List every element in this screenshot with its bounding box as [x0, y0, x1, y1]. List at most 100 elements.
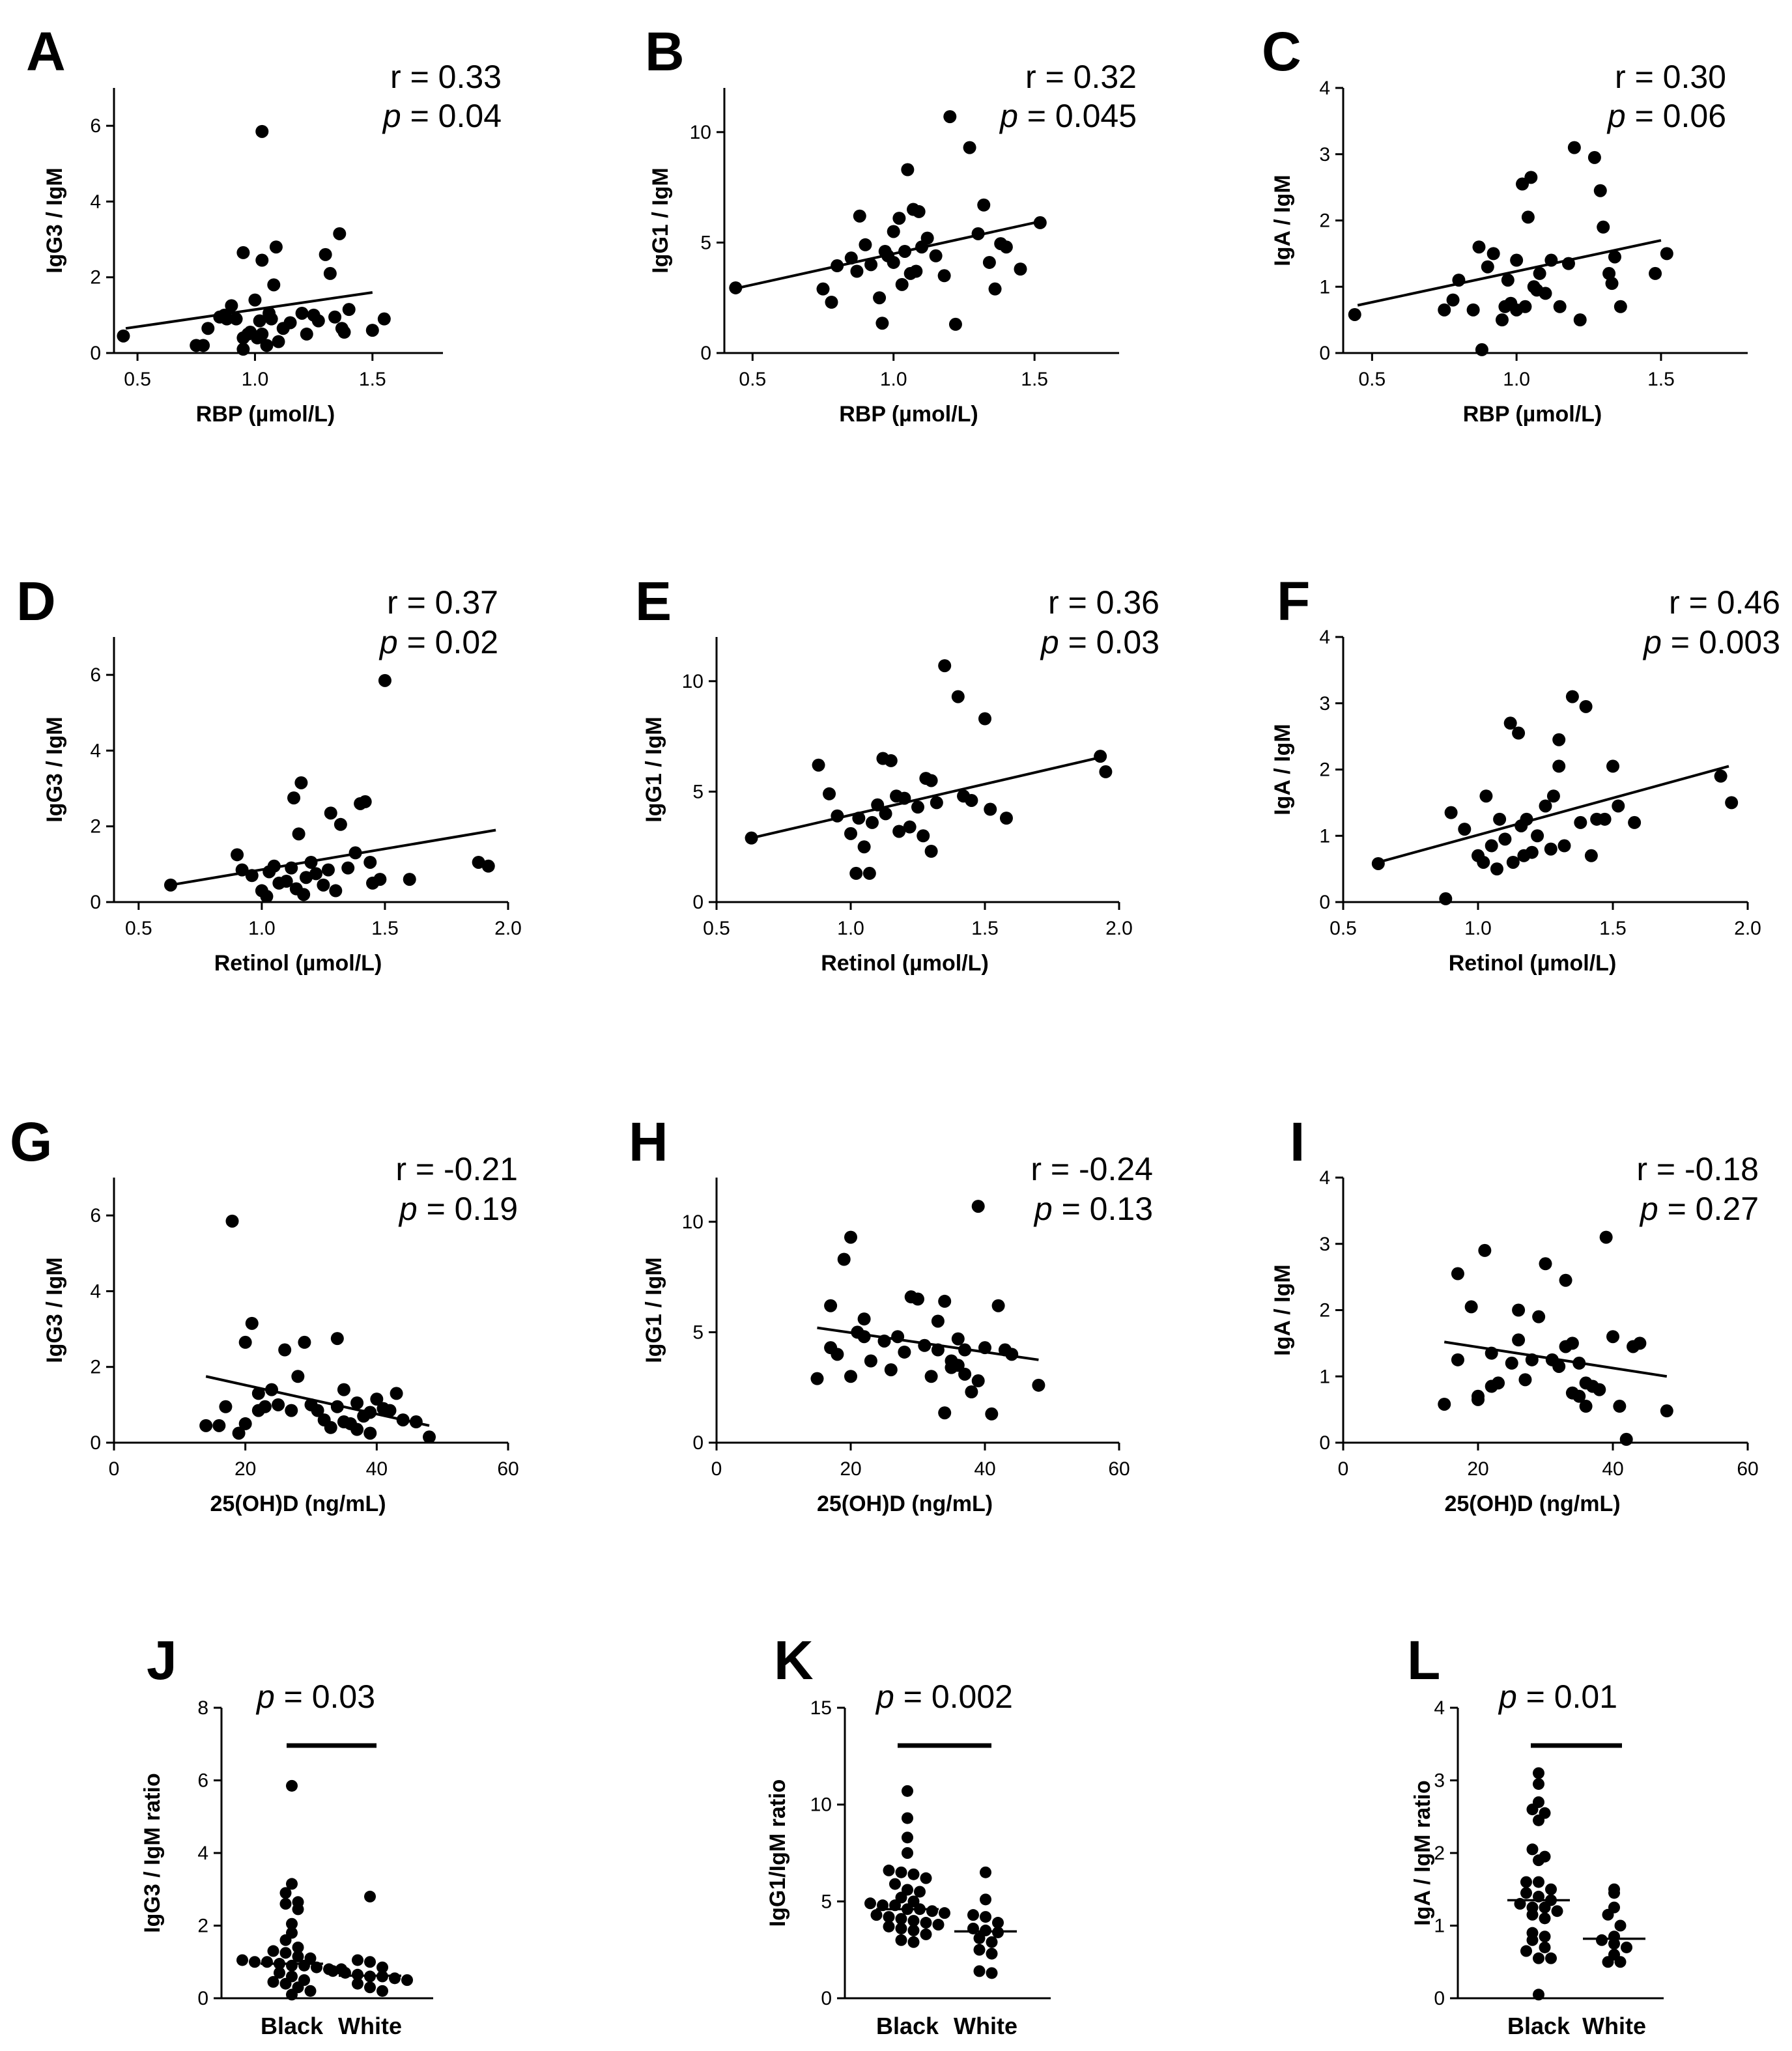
data-point	[260, 890, 274, 903]
data-point	[920, 1872, 932, 1884]
data-point	[1525, 845, 1539, 859]
data-point	[245, 1316, 259, 1330]
data-point	[1539, 1850, 1551, 1863]
data-point	[265, 1383, 278, 1396]
panel-letter: C	[1262, 21, 1301, 82]
y-tick-label: 0	[90, 1432, 101, 1454]
data-point	[924, 844, 938, 858]
y-tick-label: 1	[1434, 1916, 1445, 1937]
data-point	[286, 1927, 298, 1939]
data-point	[1553, 300, 1567, 313]
data-point	[911, 1292, 924, 1306]
data-point	[286, 1878, 298, 1890]
x-tick-label: 0.5	[703, 918, 730, 939]
data-point	[238, 1417, 252, 1430]
data-point	[871, 798, 885, 812]
data-point	[999, 240, 1013, 254]
stat-p-symbol: p	[398, 1191, 418, 1227]
data-point	[892, 825, 906, 838]
data-point	[225, 299, 238, 313]
data-point	[988, 282, 1002, 296]
data-point	[267, 1975, 279, 1988]
x-tick-label: 0.5	[739, 369, 766, 390]
data-point	[918, 1338, 932, 1352]
panel-letter: H	[629, 1111, 668, 1172]
data-point	[1348, 307, 1361, 321]
x-tick-label: 0	[711, 1458, 722, 1480]
data-point	[352, 1954, 363, 1966]
data-point	[1608, 1949, 1620, 1961]
x-axis-title: 25(OH)D (ng/mL)	[817, 1492, 993, 1516]
data-point	[337, 1383, 350, 1396]
data-point	[1475, 343, 1488, 356]
x-tick-label: 1.0	[837, 918, 864, 939]
data-point	[831, 1348, 844, 1361]
data-point	[865, 815, 879, 829]
y-axis-title: IgG1 / IgM	[642, 716, 666, 822]
data-point	[853, 209, 866, 223]
data-point	[390, 1387, 403, 1400]
data-point	[1559, 1273, 1572, 1287]
x-tick-label: 60	[497, 1458, 519, 1480]
data-point	[1539, 1807, 1551, 1819]
stat-p: p = 0.02	[378, 624, 498, 660]
data-point	[1539, 1912, 1551, 1925]
data-point	[1598, 812, 1612, 826]
y-tick-label: 0	[1319, 892, 1330, 913]
data-point	[1495, 313, 1509, 327]
data-point	[895, 1922, 907, 1934]
data-point	[844, 1370, 857, 1383]
data-point	[278, 1343, 292, 1357]
data-point	[920, 1917, 932, 1929]
data-point	[279, 875, 293, 888]
data-point	[1452, 274, 1466, 287]
data-point	[401, 1974, 413, 1987]
y-tick-label: 3	[1319, 1234, 1330, 1255]
data-point	[963, 141, 976, 154]
data-point	[1501, 274, 1515, 287]
stat-p: p = 0.045	[999, 98, 1137, 134]
data-point	[862, 866, 876, 880]
y-tick-label: 2	[1319, 210, 1330, 232]
y-axis-title: IgA / IgM	[1270, 724, 1295, 815]
data-point	[304, 1952, 317, 1964]
stat-p-value: = 0.003	[1662, 624, 1780, 660]
data-point	[1596, 1934, 1608, 1946]
data-point	[898, 244, 912, 258]
data-point	[991, 1299, 1005, 1312]
x-axis-title: Retinol (µmol/L)	[821, 951, 989, 976]
data-point	[299, 871, 313, 884]
x-tick-label: 1.0	[242, 369, 269, 390]
stat-p-value: = 0.04	[401, 98, 502, 134]
y-tick-label: 5	[692, 1322, 704, 1343]
data-point	[274, 1966, 285, 1979]
data-point	[1526, 1901, 1539, 1914]
data-point	[1544, 253, 1558, 267]
y-tick-label: 5	[692, 781, 704, 802]
data-point	[1472, 1393, 1485, 1406]
y-tick-label: 3	[1319, 144, 1330, 165]
data-point	[1533, 1876, 1544, 1888]
data-point	[333, 227, 347, 240]
data-point	[1533, 1767, 1544, 1779]
x-tick-label: 1.5	[1647, 369, 1675, 390]
data-point	[339, 1966, 351, 1979]
data-point	[971, 1200, 985, 1213]
stat-p-value: = 0.02	[398, 624, 498, 660]
y-tick-label: 4	[90, 191, 101, 212]
data-point	[341, 861, 355, 875]
data-point	[298, 1335, 311, 1349]
data-point	[864, 1354, 877, 1368]
data-point	[164, 878, 177, 892]
data-point	[965, 1385, 978, 1398]
data-point	[920, 1928, 932, 1940]
data-point	[1505, 1356, 1518, 1370]
data-point	[324, 1421, 337, 1434]
data-point	[292, 1941, 304, 1953]
data-point	[232, 1426, 246, 1440]
data-point	[938, 1294, 952, 1308]
data-point	[1660, 1404, 1673, 1418]
